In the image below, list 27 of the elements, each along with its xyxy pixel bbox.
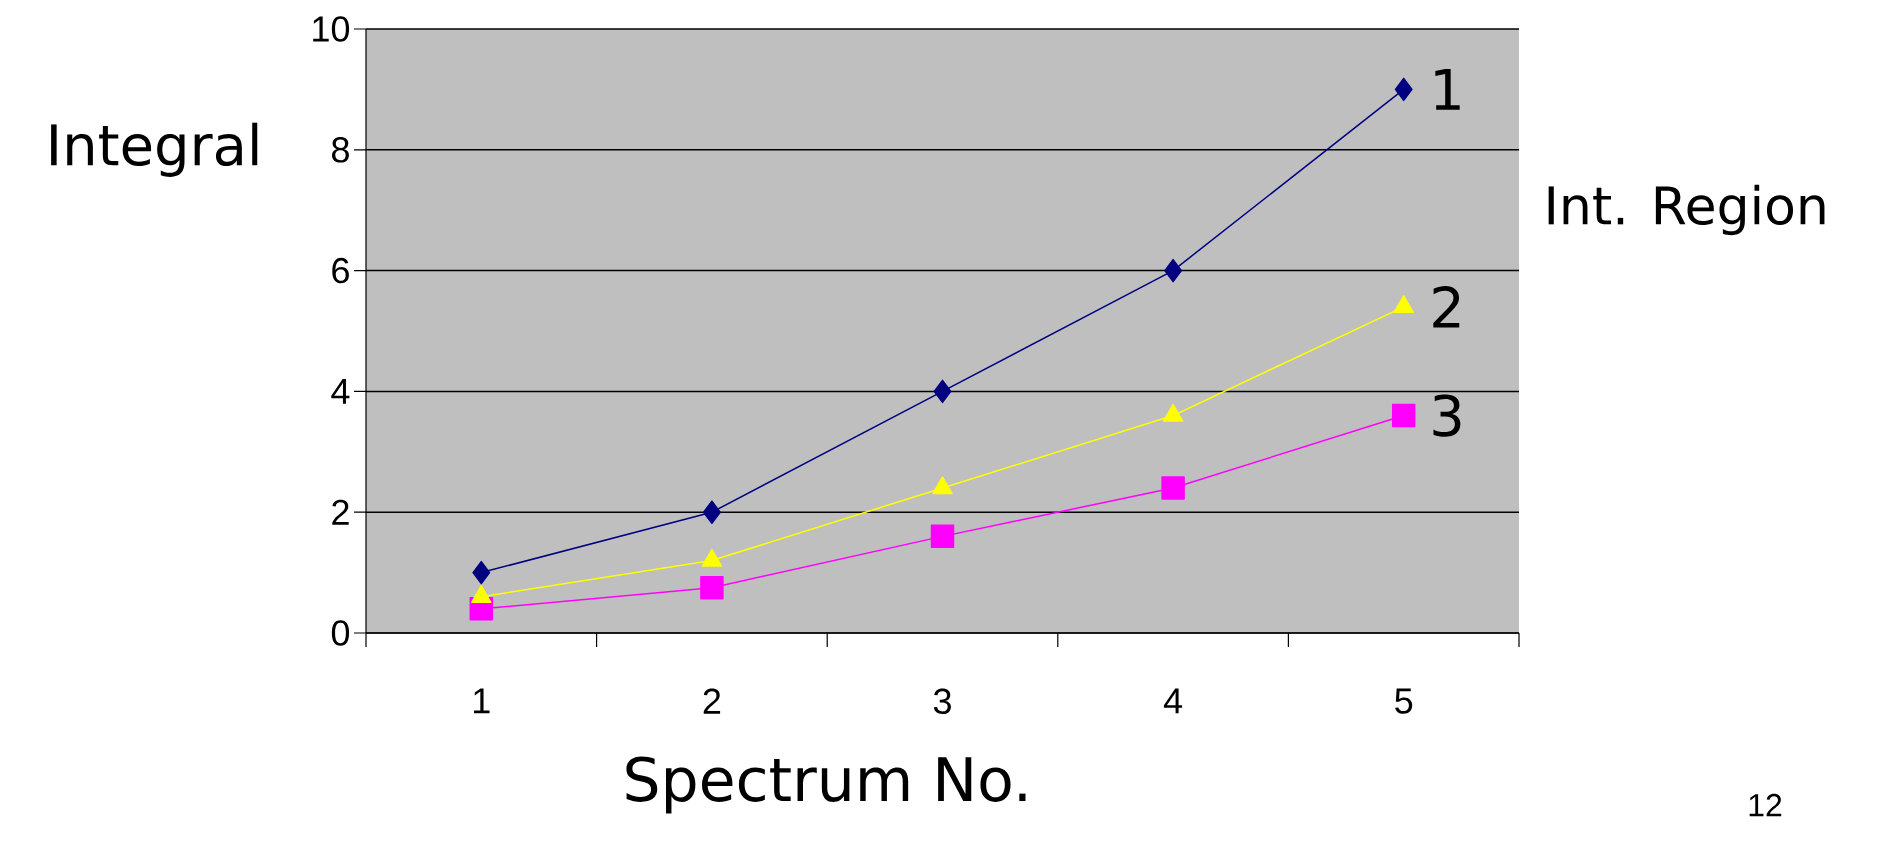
y-tick-label: 2 (332, 499, 349, 525)
series-label: 1 (1435, 68, 1460, 110)
y-tick-label: 4 (331, 379, 350, 404)
legend-title: Int. Region (1548, 184, 1825, 236)
x-tick-label: 3 (933, 688, 951, 715)
x-tick-label: 4 (1163, 688, 1183, 714)
x-tick-label: 2 (703, 688, 721, 714)
x-axis-title: Spectrum No. (626, 756, 1026, 814)
point (472, 560, 491, 585)
point (1161, 476, 1185, 500)
point (1394, 77, 1413, 102)
point (1164, 258, 1183, 283)
point (933, 379, 952, 404)
y-tick-label: 0 (331, 620, 350, 646)
point (702, 500, 721, 524)
x-tick-label: 1 (474, 688, 490, 714)
x-tick-label: 5 (1395, 688, 1413, 714)
series-label: 2 (1433, 286, 1460, 328)
y-tick-label: 8 (332, 137, 349, 163)
y-axis-title: Integral (51, 122, 258, 177)
point (1391, 403, 1416, 428)
text: 12 (1749, 793, 1782, 817)
series-label: 3 (1433, 394, 1461, 437)
point (700, 575, 724, 600)
point (930, 524, 955, 549)
y-tick-label: 6 (332, 257, 349, 284)
y-tick-label: 10 (313, 16, 350, 42)
